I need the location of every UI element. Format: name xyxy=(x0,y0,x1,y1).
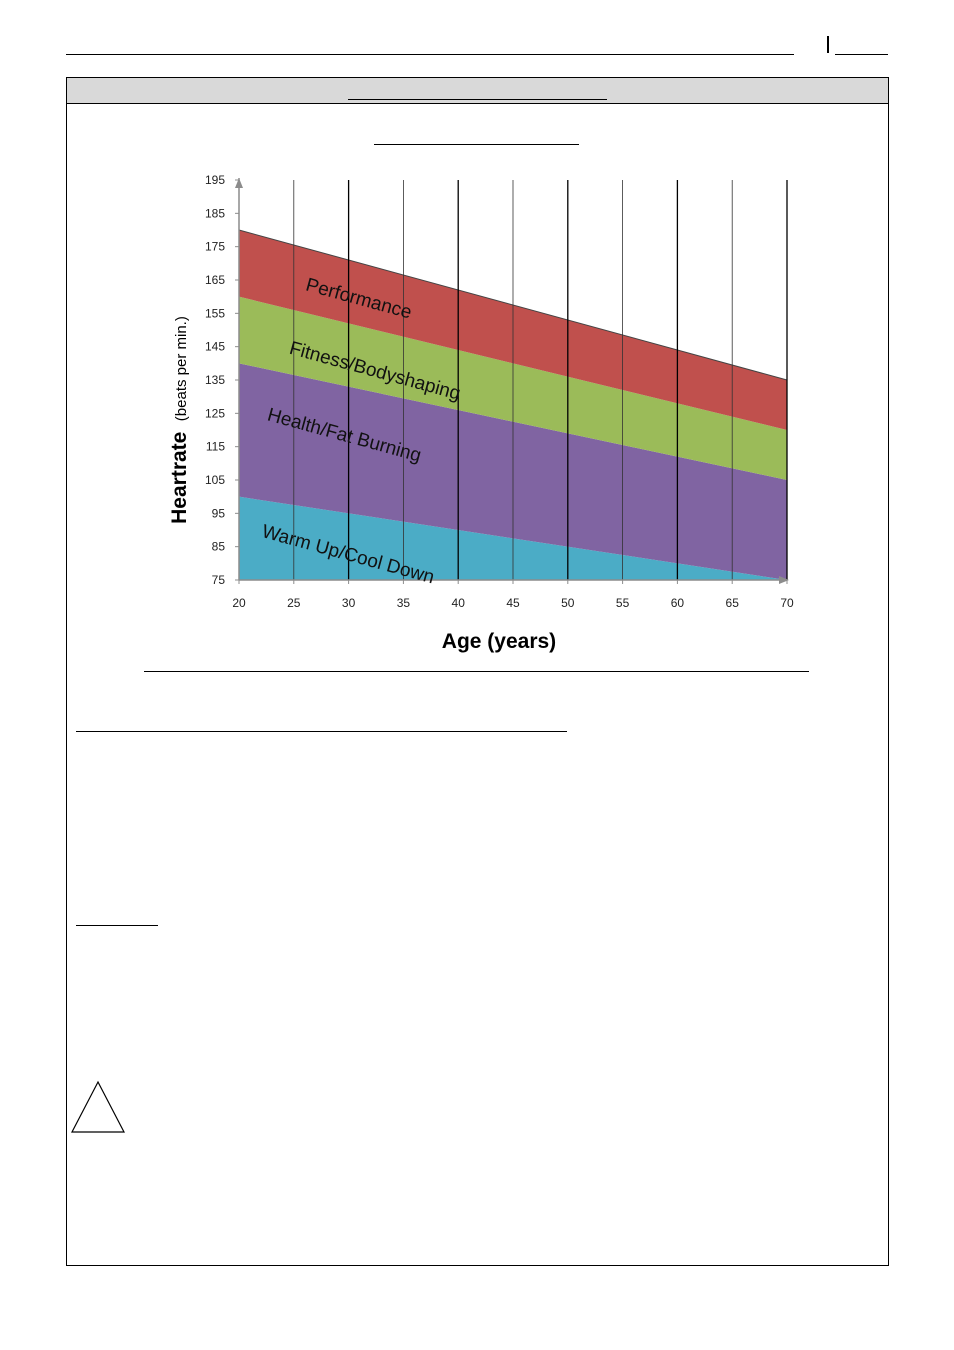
y-tick-label-125: 125 xyxy=(205,406,225,420)
y-tick-label-105: 105 xyxy=(205,473,225,487)
y-tick-label-75: 75 xyxy=(212,573,226,587)
gridlines-layer xyxy=(293,180,788,580)
section-heading-underline xyxy=(76,731,567,732)
chart-bottom-rule xyxy=(144,671,809,672)
zone-warm-up-cool-down xyxy=(239,496,787,580)
y-axis-title-main: Heartrate xyxy=(168,432,191,524)
y-tick-label-145: 145 xyxy=(205,340,225,354)
y-tick-label-115: 115 xyxy=(206,440,225,454)
axes-layer xyxy=(235,178,789,584)
chart-title-underline xyxy=(374,144,579,145)
y-axis-title-sub: (beats per min.) xyxy=(173,316,190,421)
heart-rate-zone-chart: 75 85 95 105 115 125 135 145 155 165 175 185 195 20 25… xyxy=(168,173,794,653)
header-rule-right xyxy=(835,54,888,55)
x-tick-label-70: 70 xyxy=(780,596,794,610)
y-tick-label-195: 195 xyxy=(205,173,225,187)
header-rule-divider xyxy=(827,36,829,53)
x-tick-label-55: 55 xyxy=(616,596,630,610)
frame-header-band xyxy=(67,78,888,104)
y-tick-label-85: 85 xyxy=(212,540,226,554)
y-tick-label-95: 95 xyxy=(212,506,226,520)
y-tick-label-165: 165 xyxy=(205,273,225,287)
x-tick-label-50: 50 xyxy=(561,596,575,610)
header-title-underline xyxy=(348,99,607,100)
y-axis-arrow-icon xyxy=(235,178,243,188)
x-tick-label-65: 65 xyxy=(726,596,740,610)
subheading-underline xyxy=(76,925,158,926)
y-tick-label-185: 185 xyxy=(205,206,225,220)
x-tick-label-40: 40 xyxy=(452,596,466,610)
x-tick-label-45: 45 xyxy=(506,596,520,610)
warning-triangle-icon xyxy=(71,1080,125,1133)
x-tick-label-60: 60 xyxy=(671,596,685,610)
y-tick-label-135: 135 xyxy=(205,373,225,387)
header-rule-left xyxy=(66,54,794,55)
x-axis-title: Age (years) xyxy=(442,630,556,653)
y-tick-label-175: 175 xyxy=(205,240,225,254)
y-axis-title: Heartrate (beats per min.) xyxy=(168,316,191,524)
x-tick-label-30: 30 xyxy=(342,596,356,610)
x-axis-arrow-icon xyxy=(779,576,789,584)
content-frame xyxy=(66,77,889,1266)
tick-labels-layer: 75 85 95 105 115 125 135 145 155 165 175 185 195 20 25… xyxy=(205,173,794,610)
y-tick-label-155: 155 xyxy=(205,306,225,320)
x-tick-label-35: 35 xyxy=(397,596,411,610)
x-tick-label-25: 25 xyxy=(287,596,301,610)
x-tick-label-20: 20 xyxy=(232,596,246,610)
